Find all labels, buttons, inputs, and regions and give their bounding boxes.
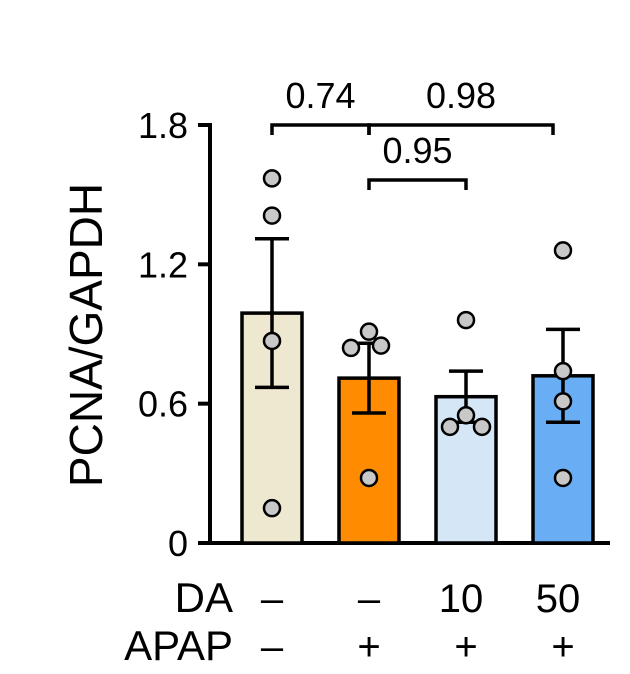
row-value: – [261,625,284,669]
row-value: – [358,577,381,621]
p-value-label: 0.98 [426,75,496,116]
comparison-brackets: 0.74 0.98 0.95 [270,75,555,190]
data-point [553,392,573,411]
row-label: APAP [124,622,233,669]
row-label: DA [175,574,233,621]
data-point [371,336,391,355]
data-point [341,338,361,358]
p-value-label: 0.95 [382,130,452,171]
data-point [553,241,573,260]
row-value: + [551,625,574,669]
bars [240,311,595,545]
row-value: – [261,577,284,621]
data-point [262,169,282,188]
data-point [456,406,476,425]
data-point [262,498,282,518]
y-tick-label: 0 [168,523,188,564]
data-point [553,361,573,381]
data-point [359,322,379,341]
data-point [359,468,379,488]
y-tick-label: 0.6 [138,384,188,425]
data-points [262,169,573,518]
comparison-bracket [270,123,371,135]
y-tick-label: 1.2 [138,244,188,285]
y-axis-label: PCNA/GAPDH [60,183,112,487]
data-point [262,331,282,351]
row-value: + [357,625,380,669]
data-point [262,206,282,225]
comparison-bracket [367,123,555,135]
data-point [553,468,573,488]
row-value: + [454,625,477,669]
comparison-bracket [367,178,468,190]
y-tick-label: 1.8 [138,105,188,146]
data-point [472,417,492,437]
row-value: 10 [439,577,484,621]
row-value: 50 [536,577,581,621]
p-value-label: 0.74 [285,75,355,116]
data-point [456,310,476,330]
data-point [440,417,460,437]
